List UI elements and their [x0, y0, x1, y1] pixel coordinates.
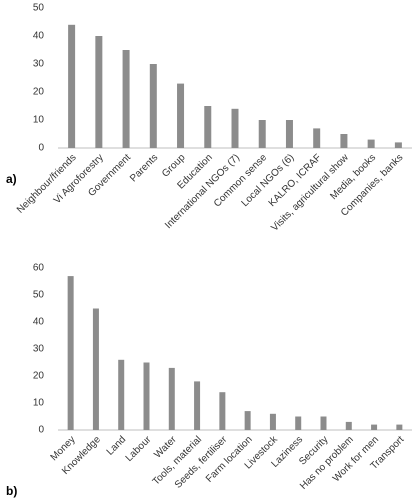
bar	[68, 24, 76, 148]
bar	[313, 128, 321, 148]
x-tick-label: Labour	[124, 434, 154, 464]
y-tick-label: 60	[33, 263, 45, 274]
bar	[231, 108, 239, 148]
bar	[219, 392, 226, 430]
y-tick-label: 10	[33, 115, 45, 126]
bar	[143, 362, 150, 430]
bar	[285, 120, 293, 148]
y-tick-label: 10	[33, 398, 45, 409]
bar	[177, 83, 185, 148]
bar	[371, 424, 378, 430]
y-tick-label: 20	[33, 371, 45, 382]
bar	[367, 139, 375, 148]
bar	[269, 413, 276, 430]
y-tick-label: 50	[33, 290, 45, 301]
y-tick-label: 30	[33, 59, 45, 70]
x-tick-label: Parents	[128, 152, 160, 184]
panel-label: a)	[6, 172, 17, 186]
y-tick-label: 50	[33, 3, 45, 14]
bar	[118, 359, 125, 430]
bar	[258, 120, 266, 148]
bar	[320, 416, 327, 430]
bar	[340, 134, 348, 148]
bar	[194, 381, 201, 430]
y-tick-label: 40	[33, 317, 45, 328]
bar	[92, 308, 99, 430]
y-tick-label: 30	[33, 344, 45, 355]
bar	[295, 416, 302, 430]
bar	[244, 411, 251, 430]
bar	[95, 36, 103, 148]
bar	[67, 276, 74, 430]
bar	[394, 142, 402, 148]
bar	[168, 367, 175, 430]
bar	[345, 421, 352, 430]
panel-label: b)	[6, 484, 17, 498]
y-tick-label: 0	[38, 143, 44, 154]
y-tick-label: 0	[38, 425, 44, 436]
bar	[122, 50, 130, 148]
bar	[149, 64, 157, 148]
y-tick-label: 40	[33, 31, 45, 42]
bar	[396, 424, 403, 430]
y-tick-label: 20	[33, 87, 45, 98]
bar	[204, 106, 212, 148]
